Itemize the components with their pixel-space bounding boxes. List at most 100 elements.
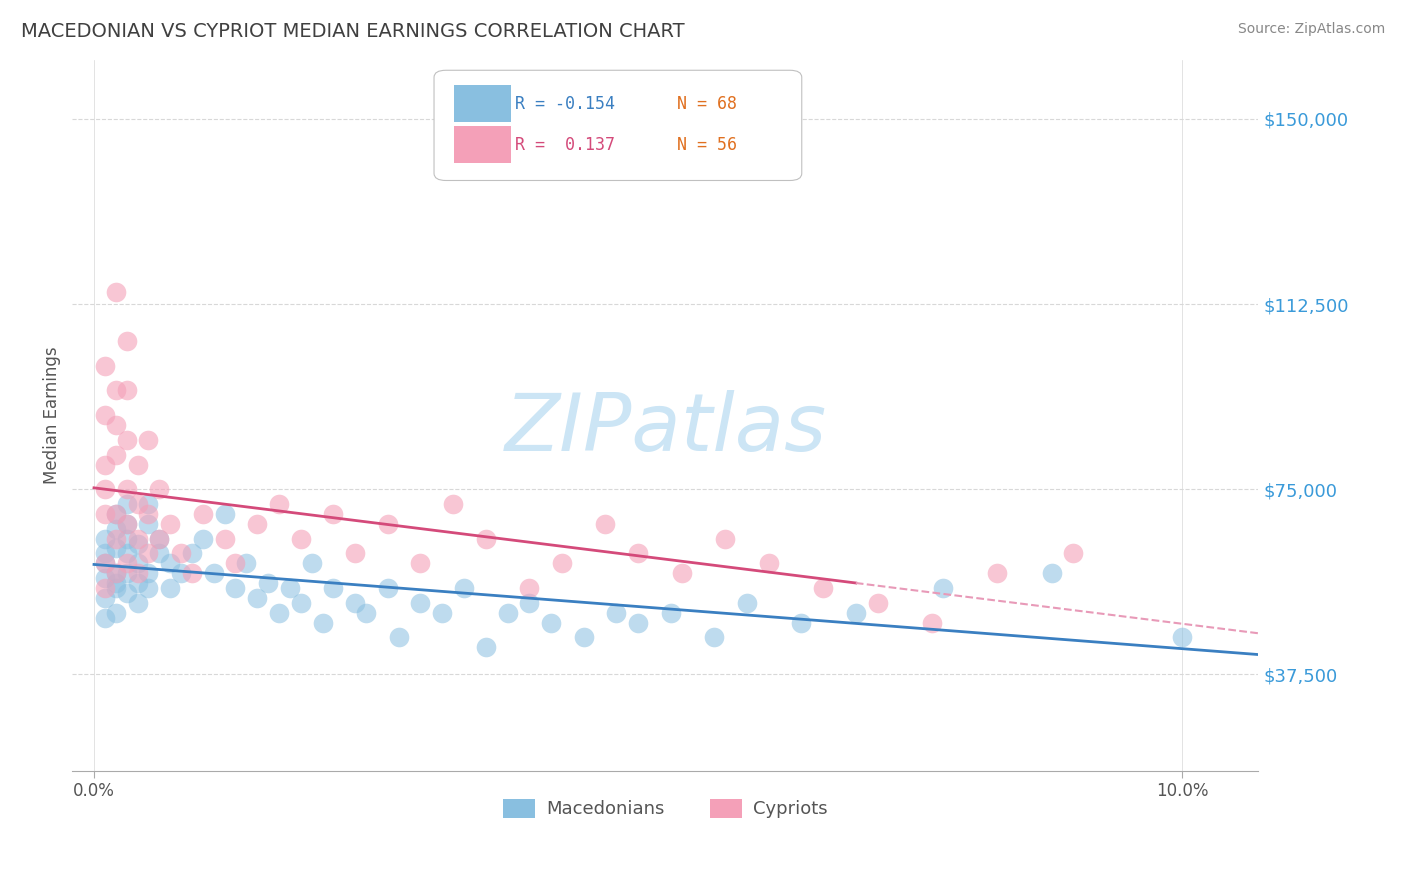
- Point: [159, 556, 181, 570]
- Point: [344, 546, 367, 560]
- Point: [377, 581, 399, 595]
- Point: [104, 384, 127, 398]
- Point: [475, 532, 498, 546]
- Point: [181, 546, 204, 560]
- Point: [115, 384, 138, 398]
- Point: [148, 532, 170, 546]
- Point: [127, 536, 149, 550]
- Point: [94, 359, 117, 373]
- Point: [115, 497, 138, 511]
- Point: [138, 516, 160, 531]
- Text: N = 56: N = 56: [678, 136, 737, 154]
- Point: [104, 566, 127, 581]
- Point: [246, 516, 269, 531]
- Point: [845, 606, 868, 620]
- Point: [115, 556, 138, 570]
- Point: [94, 610, 117, 624]
- Point: [790, 615, 813, 630]
- Point: [278, 581, 301, 595]
- Point: [138, 581, 160, 595]
- Point: [214, 532, 236, 546]
- Point: [115, 334, 138, 348]
- Point: [932, 581, 955, 595]
- Point: [475, 640, 498, 655]
- Point: [627, 615, 650, 630]
- Point: [627, 546, 650, 560]
- Y-axis label: Median Earnings: Median Earnings: [44, 346, 60, 484]
- Point: [714, 532, 737, 546]
- Point: [170, 566, 193, 581]
- Point: [181, 566, 204, 581]
- Point: [115, 433, 138, 447]
- Point: [138, 507, 160, 521]
- Point: [322, 507, 344, 521]
- Point: [127, 497, 149, 511]
- Point: [127, 576, 149, 591]
- Point: [322, 581, 344, 595]
- Point: [866, 596, 889, 610]
- Point: [517, 581, 540, 595]
- Point: [496, 606, 519, 620]
- Point: [202, 566, 225, 581]
- Point: [127, 556, 149, 570]
- Point: [257, 576, 280, 591]
- Point: [138, 546, 160, 560]
- Point: [159, 516, 181, 531]
- Point: [138, 433, 160, 447]
- Point: [115, 516, 138, 531]
- Point: [94, 546, 117, 560]
- Point: [127, 566, 149, 581]
- Point: [94, 591, 117, 605]
- Point: [921, 615, 943, 630]
- Point: [127, 596, 149, 610]
- Point: [115, 566, 138, 581]
- Point: [104, 507, 127, 521]
- Point: [267, 497, 290, 511]
- Point: [170, 546, 193, 560]
- Point: [115, 546, 138, 560]
- Point: [758, 556, 780, 570]
- FancyBboxPatch shape: [434, 70, 801, 180]
- Point: [104, 581, 127, 595]
- Point: [94, 507, 117, 521]
- Point: [94, 581, 117, 595]
- Point: [605, 606, 627, 620]
- Point: [703, 631, 725, 645]
- FancyBboxPatch shape: [454, 86, 512, 122]
- Point: [290, 532, 312, 546]
- Point: [104, 448, 127, 462]
- Point: [115, 586, 138, 600]
- Point: [551, 556, 574, 570]
- Point: [191, 507, 214, 521]
- Point: [148, 482, 170, 496]
- Point: [94, 482, 117, 496]
- Point: [104, 541, 127, 556]
- Text: ZIPatlas: ZIPatlas: [505, 391, 827, 468]
- Point: [441, 497, 464, 511]
- Point: [1062, 546, 1084, 560]
- Point: [127, 458, 149, 472]
- Point: [104, 522, 127, 536]
- Point: [354, 606, 377, 620]
- Point: [159, 581, 181, 595]
- Point: [94, 571, 117, 585]
- Point: [235, 556, 257, 570]
- Point: [127, 532, 149, 546]
- Point: [246, 591, 269, 605]
- Point: [311, 615, 333, 630]
- Point: [104, 566, 127, 581]
- Point: [224, 581, 246, 595]
- Point: [671, 566, 693, 581]
- Text: R =  0.137: R = 0.137: [515, 136, 614, 154]
- Point: [214, 507, 236, 521]
- Point: [290, 596, 312, 610]
- Text: R = -0.154: R = -0.154: [515, 95, 614, 112]
- Point: [104, 532, 127, 546]
- Point: [540, 615, 562, 630]
- Point: [377, 516, 399, 531]
- Point: [432, 606, 454, 620]
- Point: [517, 596, 540, 610]
- Point: [595, 516, 617, 531]
- Point: [94, 458, 117, 472]
- Point: [453, 581, 475, 595]
